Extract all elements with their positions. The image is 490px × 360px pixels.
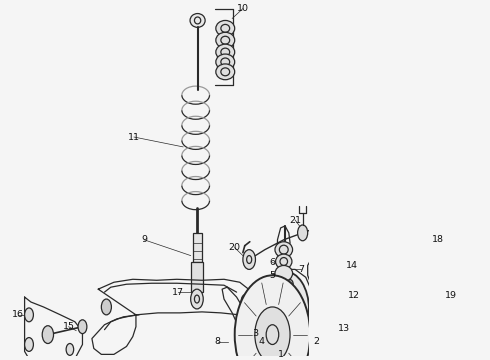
Text: 13: 13 (338, 324, 349, 333)
Circle shape (255, 307, 290, 360)
Text: 16: 16 (12, 310, 24, 319)
Circle shape (66, 343, 74, 355)
Circle shape (243, 249, 255, 269)
Circle shape (241, 294, 251, 310)
Ellipse shape (275, 242, 293, 257)
Circle shape (235, 275, 310, 360)
Text: 14: 14 (346, 261, 358, 270)
Circle shape (269, 319, 275, 329)
Circle shape (248, 339, 261, 359)
Circle shape (24, 308, 33, 322)
Polygon shape (191, 262, 203, 292)
Circle shape (101, 299, 111, 315)
Text: 7: 7 (298, 265, 304, 274)
Text: 5: 5 (270, 271, 275, 280)
Circle shape (269, 289, 275, 299)
Circle shape (287, 280, 293, 289)
Circle shape (432, 283, 447, 307)
Ellipse shape (190, 14, 205, 27)
Ellipse shape (275, 254, 292, 269)
Polygon shape (193, 233, 202, 262)
Ellipse shape (411, 257, 423, 269)
Text: 21: 21 (289, 216, 301, 225)
Text: 12: 12 (348, 291, 360, 300)
Circle shape (287, 328, 293, 338)
Text: 20: 20 (229, 243, 241, 252)
Circle shape (261, 271, 309, 346)
Text: 19: 19 (444, 291, 457, 300)
Circle shape (321, 332, 338, 357)
Text: 17: 17 (172, 288, 184, 297)
Circle shape (297, 225, 308, 241)
Ellipse shape (216, 64, 235, 80)
Circle shape (310, 326, 330, 357)
Text: 18: 18 (432, 235, 444, 244)
Ellipse shape (275, 265, 293, 281)
Text: 9: 9 (141, 235, 147, 244)
Ellipse shape (216, 44, 235, 60)
Text: 4: 4 (259, 337, 265, 346)
Circle shape (271, 330, 299, 360)
Text: 10: 10 (237, 4, 249, 13)
Circle shape (24, 338, 33, 351)
Ellipse shape (216, 54, 235, 70)
Text: 1: 1 (278, 350, 284, 359)
Text: 2: 2 (314, 337, 319, 346)
Circle shape (274, 291, 296, 327)
Circle shape (298, 304, 304, 314)
Text: 11: 11 (128, 132, 140, 141)
Text: 6: 6 (270, 258, 275, 267)
Ellipse shape (216, 21, 235, 36)
Circle shape (42, 326, 53, 343)
Text: 3: 3 (252, 329, 259, 338)
Text: 8: 8 (215, 337, 220, 346)
Circle shape (78, 320, 87, 334)
Circle shape (191, 289, 203, 309)
Text: 15: 15 (63, 322, 74, 331)
Ellipse shape (216, 32, 235, 48)
